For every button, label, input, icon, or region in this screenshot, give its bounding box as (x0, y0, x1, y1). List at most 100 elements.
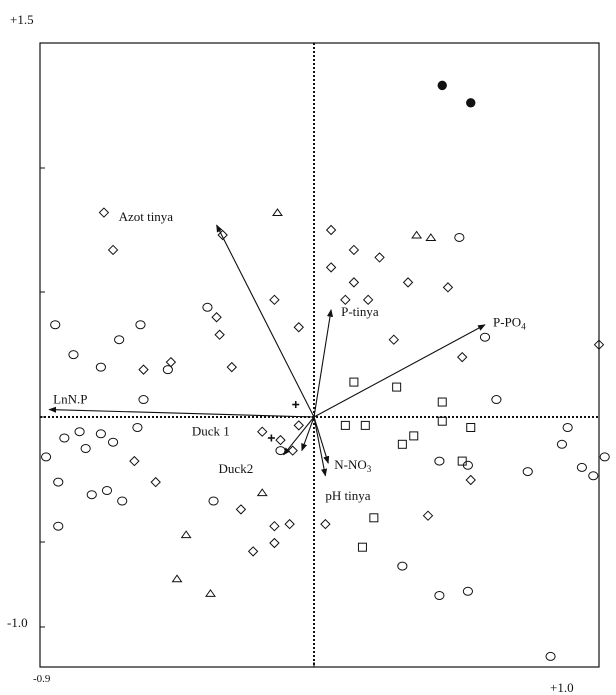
vector-arrow (313, 324, 486, 418)
vector-label: P-tinya (341, 304, 379, 319)
circle-point (95, 429, 106, 439)
circle-point (117, 496, 128, 506)
vector-label: Duck2 (219, 461, 254, 476)
circle-point (101, 486, 113, 495)
triangle-point (180, 530, 192, 539)
sample-points (40, 80, 610, 661)
diamond-point (138, 364, 149, 375)
square-point (437, 416, 447, 426)
circle-point (434, 456, 445, 466)
diamond-point (214, 329, 225, 340)
triangle-point (425, 233, 437, 241)
plot-frame (39, 42, 600, 668)
triangle-point (171, 574, 183, 583)
diamond-point (129, 455, 140, 467)
triangle-point (411, 230, 423, 239)
y-max-label: +1.5 (10, 12, 34, 27)
circle-point (53, 521, 64, 531)
circle-point (522, 467, 533, 477)
axis-ticks (39, 42, 600, 667)
diamond-point (211, 312, 222, 323)
circle-point (59, 433, 70, 443)
y-min-label: -1.0 (7, 615, 28, 630)
circle-point (40, 452, 52, 462)
circle-point (95, 362, 106, 372)
square-point (466, 423, 476, 432)
triangle-point (272, 208, 283, 217)
circle-point (68, 350, 79, 360)
x-min-label: -0.9 (33, 673, 51, 685)
vector-arrow (48, 406, 315, 418)
filled-circle-point (437, 80, 447, 91)
square-point (397, 439, 407, 449)
square-point (340, 420, 350, 430)
circle-point (53, 477, 64, 487)
square-point (360, 420, 370, 430)
circle-point (454, 232, 465, 242)
environmental-vectors: Azot tinya P-PO4 P-tinya LnN.P N-NO3 pH tinya… (48, 209, 526, 503)
circle-point (275, 446, 286, 456)
circle-point (462, 586, 473, 596)
diamond-point (284, 518, 295, 530)
square-point (437, 397, 447, 407)
diamond-point (269, 294, 280, 306)
circle-point (50, 320, 61, 330)
circle-point (74, 427, 85, 437)
vector-label: LnN.P (53, 392, 87, 407)
diamond-point (269, 520, 280, 532)
circle-point (556, 439, 568, 449)
centroid-cross (292, 401, 300, 409)
vector-arrow (313, 416, 330, 464)
zero-lines (40, 43, 599, 667)
circle-point (588, 471, 599, 481)
circle-point (545, 651, 556, 661)
triangle-point (205, 589, 216, 597)
centroid-cross (267, 434, 275, 442)
diamond-point (374, 252, 385, 263)
diamond-point (325, 262, 337, 273)
diamond-point (362, 294, 374, 306)
diamond-point (217, 229, 228, 241)
square-point (457, 456, 467, 466)
diamond-point (98, 207, 110, 218)
diamond-point (422, 510, 434, 521)
circle-point (208, 496, 219, 506)
diamond-point (348, 244, 360, 256)
vector-arrow (216, 224, 315, 418)
diamond-point (402, 277, 414, 288)
circle-point (132, 423, 143, 432)
circle-point (479, 332, 491, 342)
circle-point (576, 462, 588, 472)
vector-arrow (301, 416, 315, 452)
circle-point (599, 452, 610, 462)
triangle-point (256, 488, 268, 497)
square-point (392, 382, 402, 392)
centroid-markers (267, 401, 300, 442)
vector-label: Duck 1 (192, 424, 230, 439)
diamond-point (388, 334, 400, 345)
vector-label: pH tinya (325, 488, 370, 503)
x-max-label: +1.0 (550, 680, 574, 695)
diamond-point (325, 224, 337, 236)
square-point (409, 431, 419, 441)
circle-point (114, 335, 125, 345)
vector-arrow (283, 416, 315, 456)
circle-point (202, 302, 213, 312)
circle-point (135, 320, 146, 330)
square-point (357, 542, 367, 552)
circle-point (138, 395, 149, 405)
circle-point (491, 395, 502, 405)
diamond-point (247, 546, 259, 557)
vector-label: Azot tinya (119, 209, 174, 224)
square-point (349, 377, 359, 387)
vector-arrow (313, 416, 328, 477)
diamond-point (593, 339, 605, 350)
circle-point (80, 444, 91, 453)
diamond-point (107, 244, 119, 256)
circle-point (397, 561, 408, 571)
diamond-point (226, 361, 238, 373)
vector-label: N-NO3 (334, 457, 372, 474)
diamond-point (456, 351, 468, 363)
vector-label: P-PO4 (493, 315, 526, 332)
